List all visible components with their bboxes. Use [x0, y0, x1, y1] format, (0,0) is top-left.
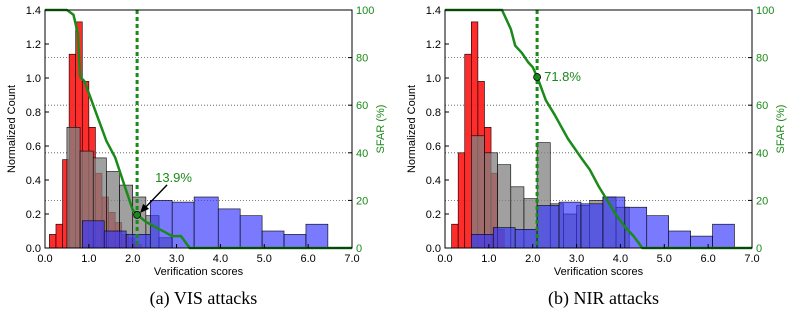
bar-red: [464, 53, 472, 249]
x-tick-label: 3.0: [569, 253, 584, 265]
bar-red: [49, 234, 57, 249]
bar-red: [55, 223, 63, 249]
bar-blue: [149, 200, 173, 249]
y-tick-label: 0.6: [426, 141, 441, 153]
y-tick-label: 0.4: [26, 175, 41, 187]
bar-blue: [580, 203, 604, 249]
y2-axis-label: SFAR (%): [375, 105, 387, 154]
y-tick-label: 0.4: [426, 175, 441, 187]
y-axis-label: Normalized Count: [406, 85, 418, 173]
x-tick-label: 0.0: [37, 253, 52, 265]
bar-blue: [81, 220, 105, 249]
x-axis-label: Verification scores: [554, 266, 644, 278]
x-tick-label: 1.0: [81, 253, 96, 265]
sfar-marker: [133, 211, 142, 219]
y2-tick-label: 0: [756, 243, 762, 255]
y2-tick-label: 20: [756, 195, 768, 207]
bar-blue: [668, 230, 691, 249]
y-tick-label: 0.0: [426, 243, 441, 255]
series-blue: [471, 196, 735, 249]
annotation-arrowhead: [140, 203, 150, 213]
bar-blue: [712, 223, 735, 249]
figure-caption: (a) VIS attacks: [150, 288, 258, 309]
x-tick-label: 7.0: [344, 253, 359, 265]
y2-tick-label: 80: [356, 53, 368, 65]
x-tick-label: 3.0: [169, 253, 184, 265]
bar-blue: [471, 234, 494, 249]
y2-axis-label: SFAR (%): [775, 105, 787, 154]
x-tick-label: 5.0: [657, 253, 672, 265]
y2-tick-label: 60: [356, 100, 368, 112]
y-tick-label: 0.0: [26, 243, 41, 255]
y-tick-label: 1.2: [426, 39, 441, 51]
chart-panel-a: 13.9% 0.0 1.0 2.0 3.0 4.0 5.0 6.0 7.0 0.0 0.2 0.4 0.…: [6, 5, 387, 309]
sfar-marker: [533, 73, 541, 82]
series-blue: [81, 196, 329, 249]
chart-panel-b: 71.8% 0.0 1.0 2.0 3.0 4.0 5.0 6.0 7.0 0.0 0.2 0.4 0.…: [406, 5, 787, 309]
bar-gray: [66, 127, 81, 249]
bar-blue: [514, 229, 538, 249]
x-tick-label: 5.0: [257, 253, 272, 265]
x-tick-label: 2.0: [125, 253, 140, 265]
x-tick-label: 1.0: [481, 253, 496, 265]
x-tick-label: 6.0: [700, 253, 715, 265]
marker-label: 13.9%: [155, 170, 192, 185]
bar-blue: [193, 196, 219, 249]
y2-tick-label: 100: [356, 5, 374, 17]
bar-gray: [471, 135, 485, 249]
plot-frame: [444, 9, 753, 249]
y2-tick-label: 20: [356, 195, 368, 207]
y2-tick-label: 100: [756, 5, 774, 17]
bar-red: [451, 223, 459, 249]
bar-blue: [536, 205, 560, 249]
bar-blue: [558, 201, 582, 249]
x-tick-label: 0.0: [437, 253, 452, 265]
x-tick-label: 6.0: [300, 253, 315, 265]
y2-tick-label: 60: [756, 100, 768, 112]
bar-blue: [646, 215, 669, 249]
y-tick-label: 1.4: [26, 5, 41, 17]
x-tick-label: 7.0: [744, 253, 759, 265]
y2-tick-label: 0: [356, 243, 362, 255]
marker-label: 71.8%: [544, 69, 581, 84]
y2-tick-label: 80: [756, 53, 768, 65]
y-tick-label: 1.2: [26, 39, 41, 51]
sfar-curve: [445, 8, 752, 250]
bar-blue: [624, 206, 648, 249]
y-tick-label: 0.2: [26, 209, 41, 221]
bar-blue: [690, 235, 713, 249]
y-tick-label: 0.6: [26, 141, 41, 153]
y-tick-label: 0.8: [26, 107, 41, 119]
bar-red: [457, 152, 466, 249]
figure-caption: (b) NIR attacks: [548, 288, 659, 309]
plot-frame: [44, 9, 353, 249]
y-tick-label: 1.0: [26, 73, 41, 85]
bar-blue: [305, 223, 329, 249]
bar-blue: [239, 215, 263, 249]
bar-blue: [492, 227, 516, 249]
x-tick-label: 4.0: [213, 253, 228, 265]
bar-blue: [217, 208, 241, 249]
y-tick-label: 1.0: [426, 73, 441, 85]
y-tick-label: 0.2: [426, 209, 441, 221]
y2-tick-label: 40: [756, 148, 768, 160]
bar-blue: [103, 230, 127, 249]
sfar-curve: [45, 8, 352, 250]
y-tick-label: 0.8: [426, 107, 441, 119]
y2-tick-label: 40: [356, 148, 368, 160]
bar-blue: [283, 234, 307, 249]
bar-blue: [261, 230, 285, 249]
x-tick-label: 4.0: [613, 253, 628, 265]
y-axis-label: Normalized Count: [6, 85, 18, 173]
y-tick-label: 1.4: [426, 5, 441, 17]
x-axis-label: Verification scores: [154, 266, 244, 278]
x-tick-label: 2.0: [525, 253, 540, 265]
